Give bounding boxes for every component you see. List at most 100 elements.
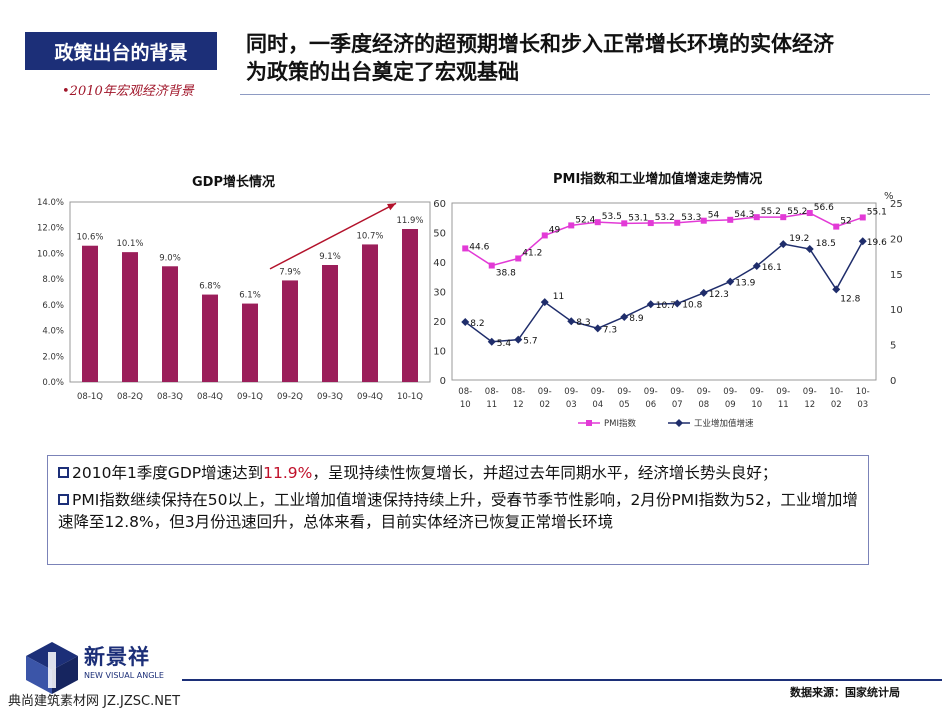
pmi-data-label: 53.2 xyxy=(655,213,675,223)
ip-data-label: 5.4 xyxy=(497,339,512,349)
ip-data-label: 7.3 xyxy=(603,325,617,335)
x-tick-label-year: 09- xyxy=(564,387,578,397)
x-tick-label-month: 11 xyxy=(778,400,789,410)
gdp-data-label: 9.0% xyxy=(159,253,181,263)
gdp-data-label: 7.9% xyxy=(279,267,301,277)
page-headline: 同时，一季度经济的超预期增长和步入正常增长环境的实体经济 为政策的出台奠定了宏观… xyxy=(246,30,926,86)
note-1-suffix: ，呈现持续性恢复增长，并超过去年同期水平，经济增长势头良好； xyxy=(312,464,778,482)
ip-data-label: 19.6 xyxy=(867,238,887,248)
x-tick-label-month: 02 xyxy=(831,400,842,410)
ip-data-label: 8.2 xyxy=(470,319,484,329)
gdp-bar xyxy=(402,229,418,382)
gdp-bar xyxy=(162,266,178,382)
note-1-prefix: 2010年1季度GDP增速达到 xyxy=(72,464,264,482)
headline-line-2: 为政策的出台奠定了宏观基础 xyxy=(246,60,519,84)
ip-data-label: 8.3 xyxy=(576,318,590,328)
x-tick-label-year: 09- xyxy=(803,387,817,397)
x-tick-label: 08-1Q xyxy=(77,392,103,402)
ip-data-label: 12.3 xyxy=(709,290,729,300)
left-y-tick-label: 20 xyxy=(433,317,446,328)
x-tick-label-year: 08- xyxy=(458,387,472,397)
gdp-bar xyxy=(322,265,338,382)
gdp-bar xyxy=(362,244,378,382)
gdp-bar-chart: 0.0% 2.0% 4.0% 6.0% 8.0% 10.0% 12.0% 14.0% 10.6%… xyxy=(37,198,431,402)
gdp-bar xyxy=(202,294,218,382)
pmi-data-label: 38.8 xyxy=(496,269,516,279)
x-tick-label-year: 10- xyxy=(829,387,843,397)
plot-area-border xyxy=(451,202,877,381)
x-tick-label-year: 08- xyxy=(485,387,499,397)
y-tick-label: 4.0% xyxy=(42,327,64,337)
pmi-point xyxy=(859,214,866,221)
x-tick-label-year: 09- xyxy=(723,387,737,397)
ip-data-label: 8.9 xyxy=(629,314,644,324)
pmi-line-chart: 01020304050600510152025%08-1008-1108-120… xyxy=(433,191,903,429)
note-2: PMI指数继续保持在50以上，工业增加值增速保持持续上升，受春节季节性影响，2月… xyxy=(58,489,858,533)
x-tick-label-month: 04 xyxy=(592,400,603,410)
y-tick-label: 0.0% xyxy=(42,378,64,388)
pmi-data-label: 55.2 xyxy=(787,207,807,217)
pmi-data-label: 56.6 xyxy=(814,203,834,213)
ip-point xyxy=(673,299,682,308)
x-tick-label-year: 09- xyxy=(591,387,605,397)
ip-data-label: 16.1 xyxy=(762,263,782,273)
gdp-bar xyxy=(242,303,258,382)
x-tick-label-year: 09- xyxy=(670,387,684,397)
x-tick-label-month: 12 xyxy=(513,400,524,410)
x-tick-label-month: 02 xyxy=(539,400,550,410)
x-tick-label-month: 07 xyxy=(672,400,683,410)
pmi-data-label: 55.2 xyxy=(761,207,781,217)
pmi-point xyxy=(568,222,575,229)
ip-data-label: 19.2 xyxy=(789,234,809,244)
pmi-point xyxy=(727,216,734,223)
note-2-text: PMI指数继续保持在50以上，工业增加值增速保持持续上升，受春节季节性影响，2月… xyxy=(58,491,858,531)
ip-point xyxy=(779,240,788,249)
right-y-tick-label: 15 xyxy=(890,270,903,281)
company-logo: 新景祥 NEW VISUAL ANGLE xyxy=(22,640,182,698)
ip-data-label: 18.5 xyxy=(816,239,836,249)
pmi-data-label: 53.1 xyxy=(628,213,648,223)
x-tick-label-year: 09- xyxy=(644,387,658,397)
x-tick-label-year: 08- xyxy=(511,387,525,397)
ip-point xyxy=(646,300,655,309)
checkbox-bullet-icon xyxy=(58,494,69,505)
ip-point xyxy=(699,288,708,297)
pmi-data-label: 53.3 xyxy=(681,213,701,223)
ip-data-label: 5.7 xyxy=(523,337,537,347)
ip-point xyxy=(593,324,602,333)
ip-data-label: 12.8 xyxy=(840,294,860,304)
gdp-data-label: 11.9% xyxy=(396,216,423,226)
left-y-tick-label: 50 xyxy=(433,229,446,240)
right-y-tick-label: 5 xyxy=(890,341,896,352)
legend-pmi-swatch-marker xyxy=(586,420,592,426)
subtitle-divider xyxy=(240,94,930,95)
gdp-data-label: 6.1% xyxy=(239,291,261,301)
x-tick-label: 09-2Q xyxy=(277,392,303,402)
pmi-point xyxy=(621,220,628,227)
legend-ip-swatch-marker xyxy=(675,419,683,427)
pmi-point xyxy=(515,255,522,262)
pmi-data-label: 41.2 xyxy=(522,248,542,258)
pmi-data-label: 49 xyxy=(549,225,561,235)
pmi-data-label: 44.6 xyxy=(469,242,489,252)
logo-subtext: NEW VISUAL ANGLE xyxy=(84,671,164,680)
ip-point xyxy=(805,245,814,254)
x-tick-label-month: 10 xyxy=(460,400,471,410)
gdp-bar xyxy=(122,252,138,382)
right-y-tick-label: 20 xyxy=(890,234,903,245)
ip-point xyxy=(514,335,523,344)
gdp-chart-title: GDP增长情况 xyxy=(192,175,275,190)
left-y-tick-label: 10 xyxy=(433,347,446,358)
gdp-data-label: 9.1% xyxy=(319,252,341,262)
ip-point xyxy=(540,298,549,307)
x-tick-label-year: 09- xyxy=(750,387,764,397)
checkbox-bullet-icon xyxy=(58,467,69,478)
pmi-point xyxy=(594,219,601,226)
logo-text: 新景祥 xyxy=(84,645,150,669)
trend-arrow-head xyxy=(387,203,396,211)
pmi-point xyxy=(541,232,548,239)
x-tick-label: 10-1Q xyxy=(397,392,423,402)
y-tick-label: 6.0% xyxy=(42,301,64,311)
ip-data-label: 13.9 xyxy=(735,279,755,289)
headline-line-1: 同时，一季度经济的超预期增长和步入正常增长环境的实体经济 xyxy=(246,32,834,56)
